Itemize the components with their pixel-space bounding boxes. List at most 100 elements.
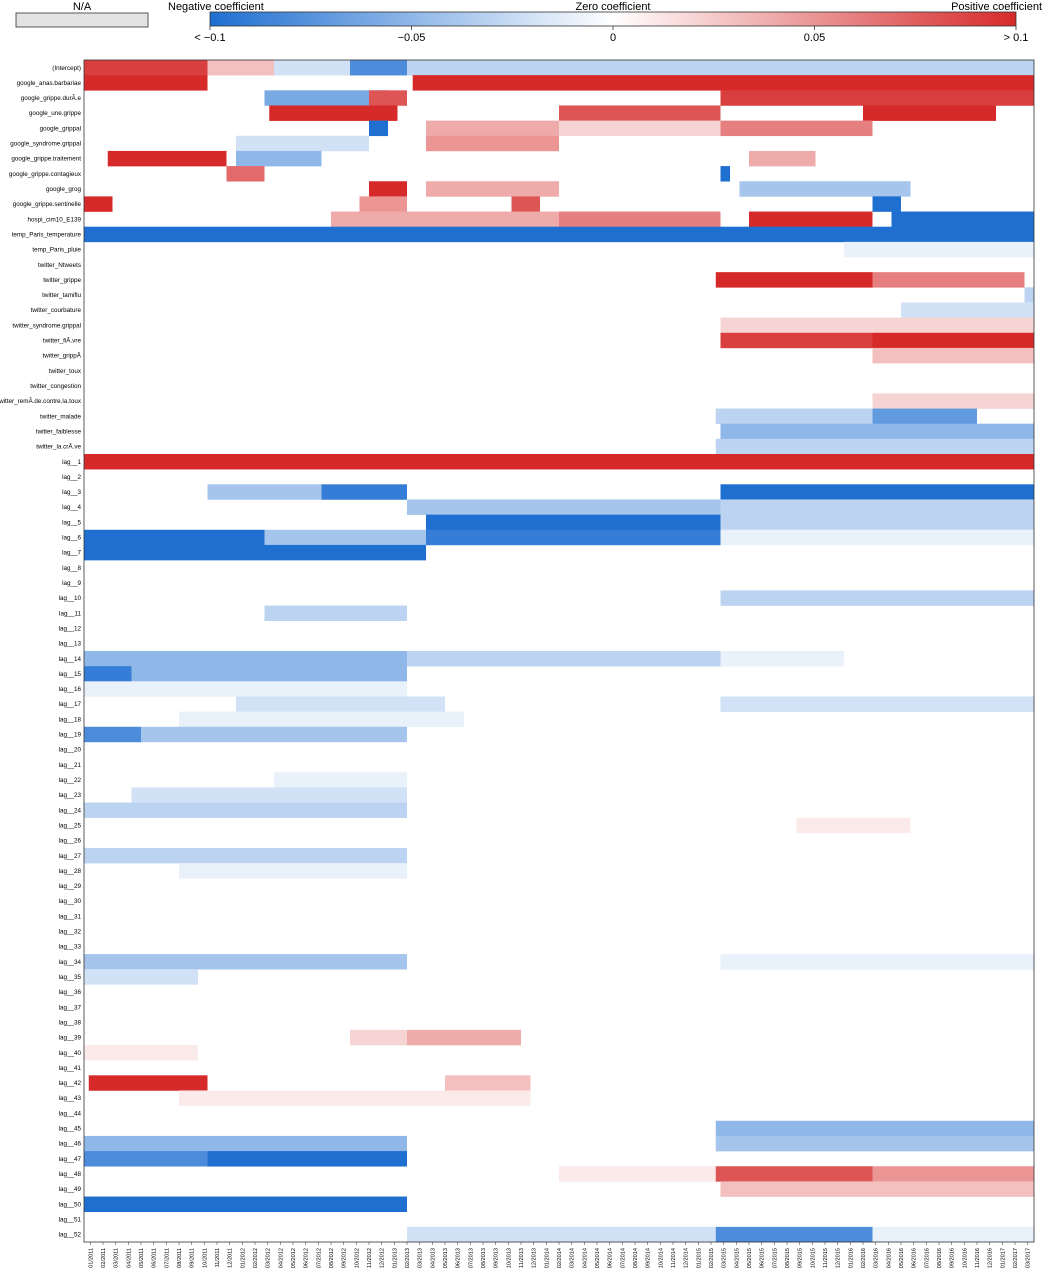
heatmap-cell <box>426 514 721 531</box>
plot-area <box>84 60 1034 1243</box>
heatmap-cell <box>264 90 388 106</box>
row-label: lag__18 <box>59 716 82 723</box>
legend-label-zero: Zero coefficient <box>575 1 650 13</box>
x-tick-label: 04/2016 <box>886 1248 892 1268</box>
row-label: google_syndrome.grippal <box>10 141 81 148</box>
heatmap-cell <box>872 1166 1034 1182</box>
row-label: lag__23 <box>59 792 82 799</box>
row-label: lag__6 <box>62 535 81 542</box>
heatmap-cell <box>131 666 407 682</box>
x-tick-label: 01/2011 <box>88 1248 94 1268</box>
legend-tick-label: < −0.1 <box>194 32 225 44</box>
heatmap-cell <box>84 726 141 743</box>
row-label: lag__37 <box>59 1004 82 1011</box>
heatmap-cell <box>84 802 407 818</box>
x-tick-label: 04/2015 <box>734 1248 740 1268</box>
x-tick-label: 03/2013 <box>418 1248 424 1268</box>
heatmap-cell <box>236 696 445 712</box>
row-label: lag__24 <box>59 807 82 814</box>
x-tick-label: 11/2011 <box>215 1248 221 1267</box>
x-tick-label: 03/2017 <box>1026 1248 1032 1268</box>
heatmap-cell <box>407 651 721 667</box>
legend-colorbar <box>209 11 1017 27</box>
heatmap-cell <box>84 848 407 864</box>
x-tick-label: 02/2016 <box>861 1248 867 1268</box>
row-label: lag__35 <box>59 974 82 981</box>
heatmap-cell <box>872 272 1025 288</box>
row-label: lag__33 <box>59 944 82 951</box>
row-label: lag__46 <box>59 1141 82 1148</box>
x-tick-label: 01/2015 <box>696 1248 702 1268</box>
heatmap-cell <box>84 1196 407 1212</box>
legend-tick-label: 0.05 <box>804 32 825 44</box>
row-label: lag__20 <box>59 747 82 754</box>
row-label: twitter_malade <box>40 413 81 420</box>
row-label: lag__32 <box>59 929 82 936</box>
heatmap-cell <box>226 166 265 182</box>
row-label: lag__25 <box>59 822 82 829</box>
heatmap-cell <box>321 484 407 500</box>
heatmap-cell <box>141 726 407 743</box>
row-label: lag__51 <box>59 1216 82 1223</box>
row-label: lag__2 <box>62 474 81 481</box>
x-tick-label: 09/2015 <box>798 1248 804 1268</box>
row-label: lag__22 <box>59 777 82 784</box>
x-tick-label: 02/2017 <box>1013 1248 1019 1268</box>
x-tick-label: 02/2013 <box>405 1248 411 1268</box>
x-tick-label: 11/2014 <box>671 1248 677 1268</box>
heatmap-cell <box>264 605 407 621</box>
heatmap-cell <box>236 150 322 167</box>
row-label: lag__41 <box>59 1065 82 1072</box>
legend-tick-label: 0 <box>610 32 616 44</box>
x-tick-label: 05/2015 <box>747 1248 753 1268</box>
heatmap-cell <box>559 120 721 137</box>
row-label: google_une.grippe <box>29 110 82 117</box>
x-tick-label: 01/2017 <box>1000 1248 1006 1268</box>
row-label: lag__5 <box>62 519 81 526</box>
heatmap-cell <box>84 1135 407 1152</box>
row-label: google_grippe.traitement <box>11 156 81 163</box>
row-label: lag__27 <box>59 853 82 860</box>
row-label: twitter_toux <box>49 368 82 375</box>
row-label: lag__26 <box>59 838 82 845</box>
x-tick-label: 12/2011 <box>228 1248 234 1268</box>
heatmap-cell <box>559 1166 716 1182</box>
x-tick-label: 05/2014 <box>595 1248 601 1268</box>
row-label: twitter_syndrome.grippal <box>12 322 81 329</box>
heatmap-cell <box>715 1226 873 1243</box>
x-tick-label: 06/2013 <box>456 1248 462 1268</box>
heatmap-cell <box>179 711 464 728</box>
legend-label-positive: Positive coefficient <box>951 1 1042 13</box>
heatmap-cell <box>749 150 816 167</box>
x-tick-label: 08/2014 <box>633 1248 639 1268</box>
x-tick-label: 07/2013 <box>468 1248 474 1268</box>
x-tick-label: 10/2013 <box>506 1248 512 1268</box>
row-label: lag__40 <box>59 1050 82 1057</box>
heatmap-cell <box>84 226 1034 243</box>
row-label: lag__42 <box>59 1080 82 1087</box>
x-tick-label: 03/2011 <box>114 1248 120 1268</box>
x-tick-label: 12/2014 <box>684 1248 690 1268</box>
x-tick-label: 01/2014 <box>544 1248 550 1268</box>
row-label: lag__52 <box>59 1232 82 1239</box>
na-legend-label: N/A <box>73 1 92 13</box>
row-label: lag__3 <box>62 489 81 496</box>
row-label: lag__31 <box>59 913 82 920</box>
heatmap-cell <box>445 1075 531 1091</box>
x-tick-label: 10/2012 <box>354 1248 360 1268</box>
heatmap-cell <box>426 135 559 152</box>
row-label: twitter_congestion <box>30 383 81 390</box>
x-tick-label: 03/2012 <box>266 1248 272 1268</box>
row-label: lag__44 <box>59 1110 82 1117</box>
x-tick-label: 12/2016 <box>988 1248 994 1268</box>
x-tick-label: 08/2011 <box>177 1248 183 1268</box>
x-tick-label: 01/2012 <box>240 1248 246 1268</box>
heatmap-cell <box>369 120 388 137</box>
heatmap-cell <box>872 196 901 212</box>
x-tick-label: 01/2013 <box>392 1248 398 1268</box>
heatmap-cell <box>179 1090 531 1106</box>
row-label: lag__10 <box>59 595 82 602</box>
heatmap-cell <box>84 454 1034 470</box>
x-tick-label: 11/2015 <box>823 1248 829 1268</box>
heatmap-cell <box>84 651 407 667</box>
